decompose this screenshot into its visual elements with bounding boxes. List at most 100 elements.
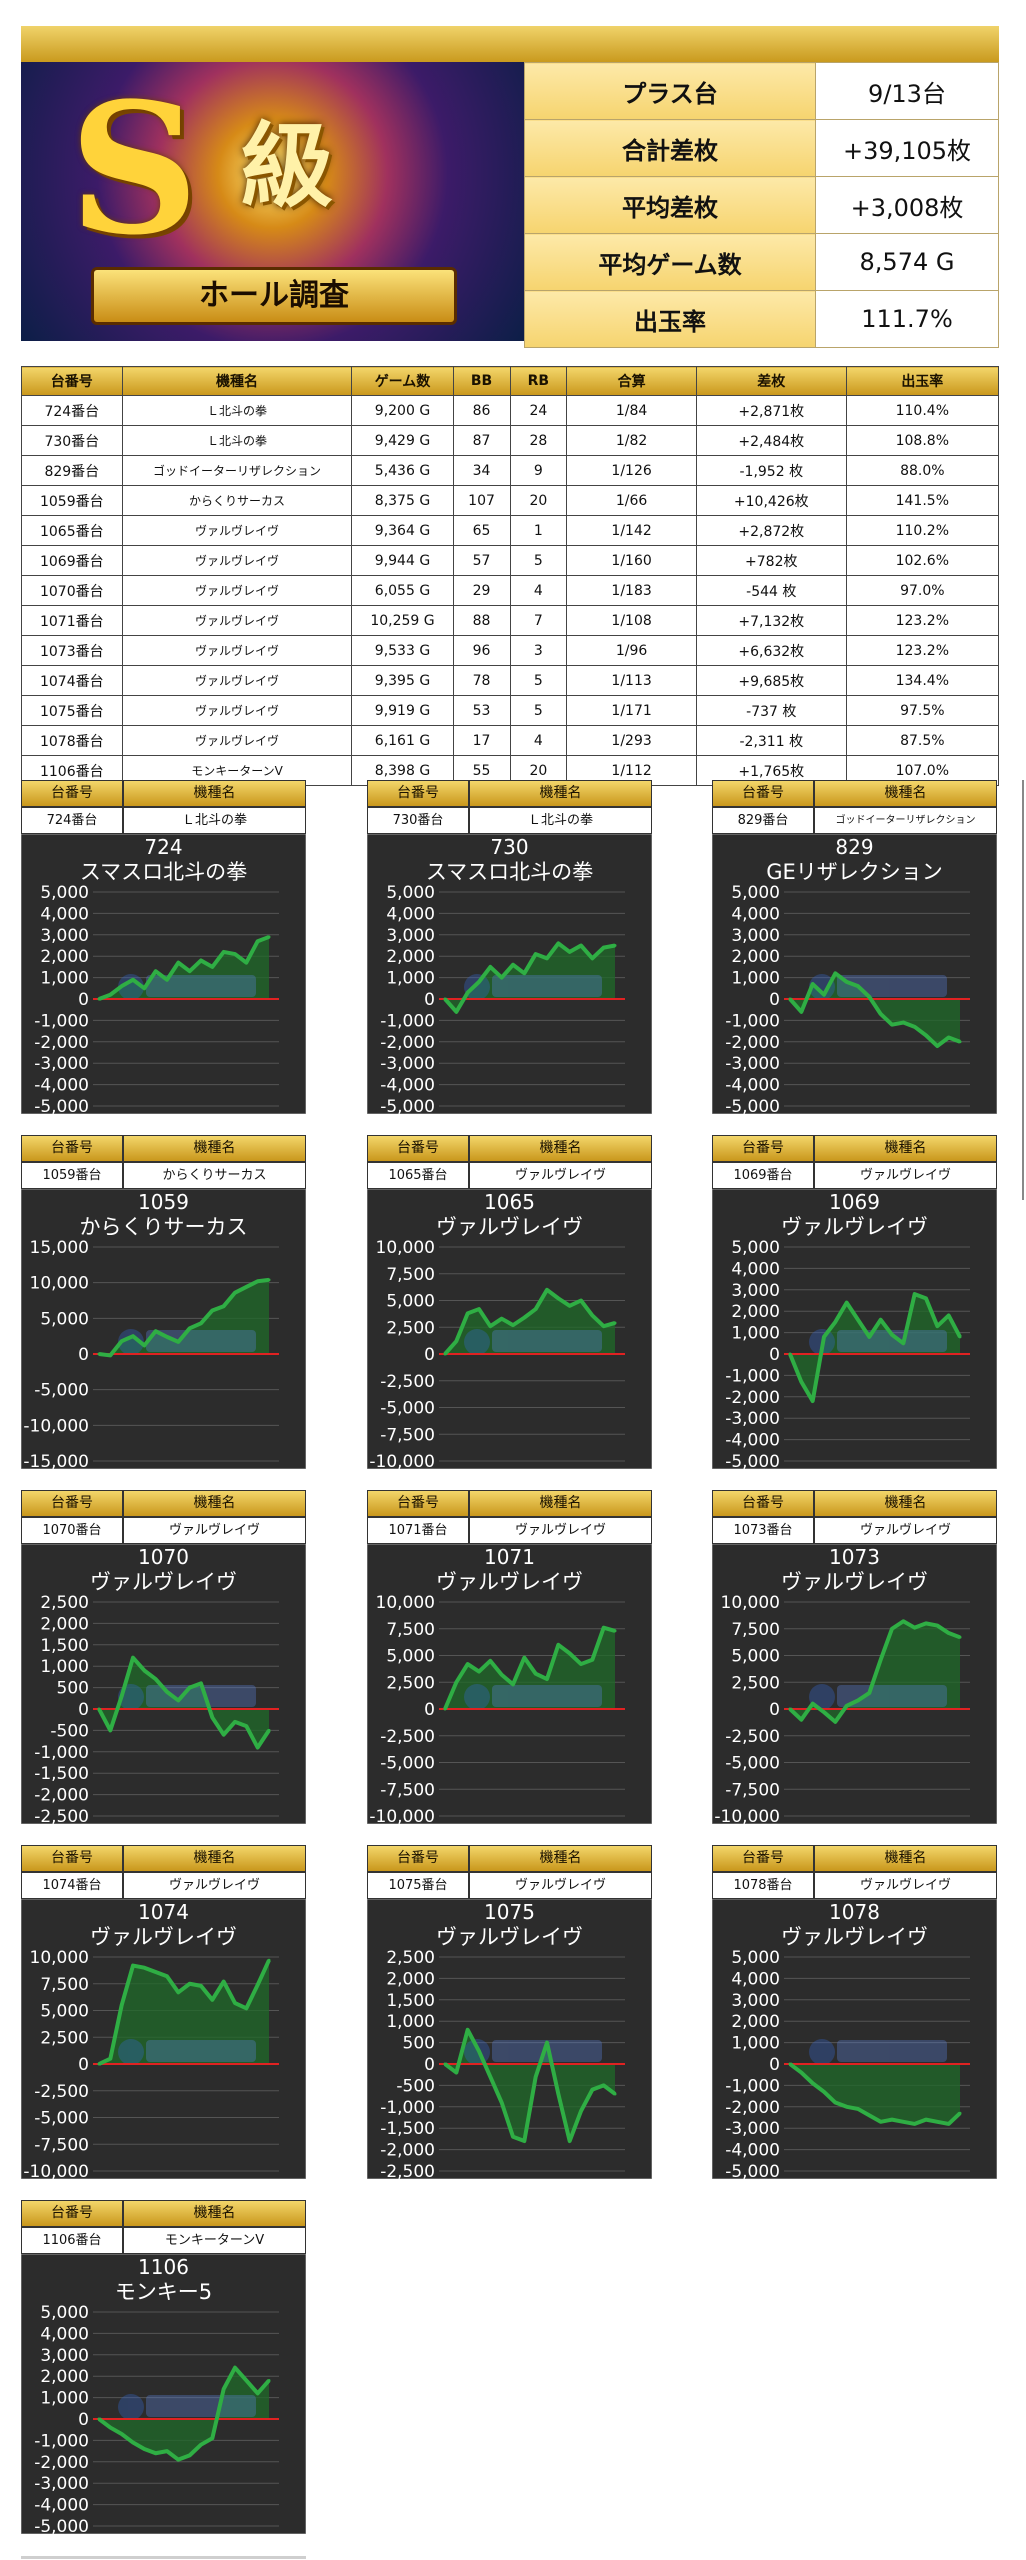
panel-header-no: 台番号	[712, 1135, 814, 1162]
data-point	[267, 1958, 271, 1962]
data-point	[142, 1668, 146, 1672]
panel-header: 台番号 機種名	[367, 1845, 652, 1872]
data-point	[199, 1984, 203, 1988]
chart-title: モンキー5	[115, 2280, 212, 2304]
panel-header: 台番号 機種名	[367, 1135, 652, 1162]
cell-name: ヴァルヴレイヴ	[121, 665, 353, 696]
data-point	[256, 939, 260, 943]
y-tick-label: 10,000	[30, 1948, 89, 1968]
y-tick-label: -1,500	[380, 2119, 435, 2139]
panel-model-name: ヴァルヴレイヴ	[469, 1162, 652, 1189]
summary-table: プラス台 9/13台 合計差枚 +39,105枚 平均差枚 +3,008枚 平均ゲーム数 8,…	[524, 62, 999, 348]
data-point	[500, 976, 504, 980]
data-point	[788, 1352, 792, 1356]
panel-header-name: 機種名	[814, 1845, 997, 1872]
cell-name: ヴァルヴレイヴ	[121, 725, 353, 756]
y-tick-label: 1,500	[40, 1636, 89, 1656]
data-line	[788, 1619, 961, 1724]
data-point	[556, 941, 560, 945]
y-tick-label: 2,500	[40, 2028, 89, 2048]
panel-header-name: 機種名	[814, 780, 997, 807]
data-point	[613, 2092, 617, 2096]
data-line	[98, 935, 270, 1001]
data-point	[545, 2041, 549, 2045]
panel-machine-no: 1078番台	[712, 1872, 814, 1899]
panel-header-name: 機種名	[469, 1490, 652, 1517]
data-point	[579, 1662, 583, 1666]
y-tick-label: -3,000	[380, 1054, 435, 1074]
cell-name: ヴァルヴレイヴ	[121, 605, 353, 636]
data-point	[856, 1318, 860, 1322]
cell-gassan: 1/183	[566, 575, 697, 606]
panel-model-name: Ｌ北斗の拳	[123, 807, 306, 834]
chart-panel: 台番号 機種名 1069番台 ヴァルヴレイヴ 1069 ヴァルヴレイヴ 5,000 4,000…	[712, 1135, 997, 1469]
column-header: 台番号	[21, 366, 123, 396]
chart-panel: 台番号 機種名 1070番台 ヴァルヴレイヴ 1070 ヴァルヴレイヴ 2,500 2,000…	[21, 1490, 306, 1824]
chart-title: ヴァルヴレイヴ	[436, 1215, 583, 1239]
cell-bb: 34	[452, 455, 511, 486]
chart-title: GEリザレクション	[766, 860, 943, 884]
table-row: 829番台 ゴッドイーターリザレクション 5,436 G 34 9 1/126 -1,952…	[21, 455, 1000, 486]
data-point	[590, 1658, 594, 1662]
panel-model-name: ヴァルヴレイヴ	[814, 1162, 997, 1189]
data-point	[890, 1627, 894, 1631]
data-point	[845, 2105, 849, 2109]
data-point	[947, 1313, 951, 1317]
banner-ribbon: ホール調査	[91, 267, 457, 325]
data-point	[534, 1307, 538, 1311]
data-point	[165, 2449, 169, 2453]
y-tick-label: -2,000	[725, 1033, 780, 1053]
cell-rb: 4	[509, 725, 568, 756]
data-point	[833, 971, 837, 975]
y-tick-label: 0	[78, 1700, 89, 1720]
cell-games: 9,944 G	[351, 545, 454, 576]
y-tick-label: 3,000	[731, 926, 780, 946]
cell-name: からくりサーカス	[121, 485, 353, 516]
data-point	[154, 2451, 158, 2455]
cell-gassan: 1/108	[566, 605, 697, 636]
y-tick-label: 5,000	[386, 1647, 435, 1667]
data-point	[579, 1299, 583, 1302]
cell-diff: -544 枚	[695, 575, 847, 606]
cell-diff: +6,632枚	[695, 635, 847, 666]
y-tick-label: -2,500	[380, 1372, 435, 1392]
data-line	[443, 1287, 616, 1356]
data-point	[97, 997, 101, 1001]
data-point	[913, 1025, 917, 1029]
cell-gassan: 1/96	[566, 635, 697, 666]
panel-header-name: 機種名	[469, 1135, 652, 1162]
panel-header-name: 機種名	[123, 1490, 306, 1517]
y-tick-label: 4,000	[386, 904, 435, 924]
data-point	[822, 2090, 826, 2094]
data-point	[108, 2057, 112, 2061]
y-tick-label: -7,500	[380, 1425, 435, 1445]
cell-gassan: 1/160	[566, 545, 697, 576]
data-point	[867, 995, 871, 999]
cell-rb: 1	[509, 515, 568, 546]
data-point	[97, 2417, 101, 2421]
table-row: 1059番台 からくりサーカス 8,375 G 107 20 1/66 +10,426枚 14…	[21, 485, 1000, 516]
cell-gassan: 1/66	[566, 485, 697, 516]
data-point	[522, 971, 526, 975]
data-point	[901, 1341, 905, 1345]
watermark-logo	[464, 1329, 602, 1355]
y-tick-label: 4,000	[731, 1259, 780, 1279]
cell-no: 1070番台	[21, 575, 123, 606]
data-point	[845, 1301, 849, 1305]
panel-model-name: ヴァルヴレイヴ	[123, 1517, 306, 1544]
data-point	[454, 2071, 458, 2075]
panel-machine-no: 1073番台	[712, 1517, 814, 1544]
table-row: 1106番台 モンキーターンV 8,398 G 55 20 1/112 +1,765枚 107…	[21, 755, 1000, 786]
data-point	[879, 1012, 883, 1016]
data-point	[97, 2062, 101, 2066]
cell-bb: 29	[452, 575, 511, 606]
cell-games: 9,395 G	[351, 665, 454, 696]
cell-games: 10,259 G	[351, 605, 454, 636]
cell-no: 1059番台	[21, 485, 123, 516]
y-tick-label: -3,000	[34, 1054, 89, 1074]
data-point	[568, 1304, 572, 1308]
y-tick-label: -2,000	[34, 1786, 89, 1806]
panel-model-name: ヴァルヴレイヴ	[123, 1872, 306, 1899]
y-tick-label: 3,000	[40, 926, 89, 946]
y-tick-label: 2,500	[386, 1318, 435, 1338]
